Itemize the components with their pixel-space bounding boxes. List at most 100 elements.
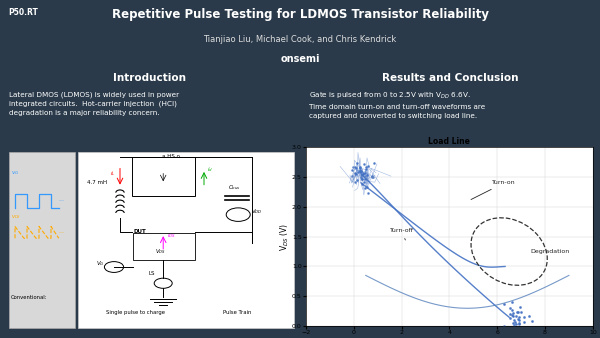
Point <box>350 180 359 185</box>
Point <box>367 175 377 180</box>
Point <box>368 174 377 180</box>
Point <box>347 173 356 179</box>
Point <box>359 179 368 185</box>
Point <box>368 173 377 179</box>
X-axis label: V$_{DS}$ (V): V$_{DS}$ (V) <box>436 337 463 338</box>
Point <box>360 171 370 176</box>
Text: ...: ... <box>59 229 65 234</box>
Point <box>353 169 363 174</box>
Text: Turn-on: Turn-on <box>471 180 516 199</box>
Text: $i_d$: $i_d$ <box>207 165 213 174</box>
Text: 4.7 mH: 4.7 mH <box>87 180 107 185</box>
Point <box>519 314 529 319</box>
Text: Degradation: Degradation <box>530 249 569 254</box>
Point <box>355 169 365 174</box>
Point <box>505 315 514 320</box>
Point <box>350 164 360 170</box>
Text: a HS o: a HS o <box>162 154 180 159</box>
Point <box>516 309 526 315</box>
Point <box>362 166 371 171</box>
Text: $V_{DS}$: $V_{DS}$ <box>155 247 166 257</box>
Point <box>357 176 367 182</box>
Text: LS: LS <box>149 271 155 276</box>
Point <box>514 321 524 326</box>
Text: $v_{DS}$: $v_{DS}$ <box>11 213 21 221</box>
Point <box>509 322 518 328</box>
Point <box>509 325 519 331</box>
Point <box>364 190 373 195</box>
Point <box>355 165 365 171</box>
Point <box>515 305 524 310</box>
Point <box>514 309 523 314</box>
Point <box>362 172 372 177</box>
Text: Introduction: Introduction <box>113 73 187 83</box>
Text: $i_L$: $i_L$ <box>110 169 115 178</box>
Point <box>358 171 368 177</box>
Text: Conventional:: Conventional: <box>11 295 47 300</box>
Point <box>360 176 370 182</box>
Point <box>358 170 367 175</box>
Point <box>514 317 523 323</box>
Point <box>352 160 362 165</box>
Point <box>512 309 522 315</box>
Point <box>361 173 370 179</box>
Point <box>356 174 365 179</box>
Point <box>357 176 367 181</box>
Point <box>500 323 509 329</box>
Text: $v_G$: $v_G$ <box>11 169 19 177</box>
Point <box>515 314 524 319</box>
Point <box>360 186 370 191</box>
Point <box>352 172 361 177</box>
Point <box>508 314 518 319</box>
Point <box>356 169 365 174</box>
Point <box>520 319 529 325</box>
Point <box>509 317 519 322</box>
Point <box>509 320 518 326</box>
Text: $i_{DS}$: $i_{DS}$ <box>167 231 176 240</box>
Point <box>361 164 370 169</box>
Text: P50.RT: P50.RT <box>8 8 38 18</box>
Point <box>370 160 379 166</box>
FancyBboxPatch shape <box>78 152 294 328</box>
Point <box>357 172 367 178</box>
Point <box>514 320 524 325</box>
Text: DUT: DUT <box>133 229 146 234</box>
Point <box>348 164 358 169</box>
Point <box>347 167 357 172</box>
Text: Gate is pulsed from 0 to 2.5V with V$_{DD}$ 6.6V.
Time domain turn-on and turn-o: Gate is pulsed from 0 to 2.5V with V$_{D… <box>309 91 485 119</box>
FancyBboxPatch shape <box>9 152 75 328</box>
Point <box>362 184 371 189</box>
Text: Pulse Train: Pulse Train <box>223 310 251 315</box>
Bar <box>132 157 195 196</box>
Point <box>350 171 360 176</box>
Point <box>351 165 361 171</box>
Text: Turn-off: Turn-off <box>389 228 413 240</box>
Point <box>505 311 514 316</box>
Point <box>507 307 517 313</box>
Point <box>511 321 520 327</box>
Point <box>510 319 520 325</box>
Point <box>499 301 509 306</box>
Text: Repetitive Pulse Testing for LDMOS Transistor Reliability: Repetitive Pulse Testing for LDMOS Trans… <box>112 8 488 21</box>
Point <box>359 162 369 167</box>
Point <box>356 169 365 174</box>
Text: Tianjiao Liu, Michael Cook, and Chris Kendrick: Tianjiao Liu, Michael Cook, and Chris Ke… <box>203 35 397 45</box>
Text: V$_{DD}$: V$_{DD}$ <box>251 207 262 216</box>
Y-axis label: V$_{DS}$ (V): V$_{DS}$ (V) <box>278 223 290 250</box>
Point <box>513 316 523 321</box>
Text: ...: ... <box>59 197 65 202</box>
Text: Lateral DMOS (LDMOS) is widely used in power
integrated circuits.  Hot-carrier i: Lateral DMOS (LDMOS) is widely used in p… <box>9 91 179 116</box>
Point <box>363 164 373 169</box>
Point <box>524 314 533 319</box>
Text: $C_{bus}$: $C_{bus}$ <box>228 183 241 192</box>
Point <box>512 313 521 319</box>
Point <box>355 165 365 170</box>
Point <box>506 306 515 311</box>
Point <box>357 182 367 187</box>
Point <box>527 319 537 324</box>
Text: Single pulse to charge: Single pulse to charge <box>106 310 164 315</box>
Point <box>353 177 362 183</box>
Title: Load Line: Load Line <box>428 137 470 146</box>
Point <box>508 312 517 317</box>
Text: $V_G$: $V_G$ <box>96 259 104 268</box>
